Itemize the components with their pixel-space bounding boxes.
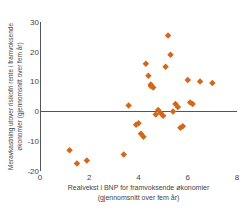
- svg-text:0: 0: [35, 107, 40, 116]
- svg-text:10: 10: [30, 77, 39, 86]
- svg-text:30: 30: [30, 18, 39, 27]
- svg-text:2: 2: [87, 173, 92, 182]
- svg-text:6: 6: [186, 173, 191, 182]
- svg-text:-10: -10: [27, 137, 39, 146]
- svg-text:8: 8: [235, 173, 240, 182]
- svg-text:Realvekst i BNP for framvoksen: Realvekst i BNP for framvoksende økonomi…: [68, 184, 210, 201]
- svg-text:-20: -20: [27, 167, 39, 176]
- svg-text:20: 20: [30, 48, 39, 57]
- svg-text:4: 4: [136, 173, 141, 182]
- svg-text:0: 0: [38, 173, 43, 182]
- svg-text:Meravkastning utover risikofri: Meravkastning utover risikofri rente i f…: [7, 23, 23, 170]
